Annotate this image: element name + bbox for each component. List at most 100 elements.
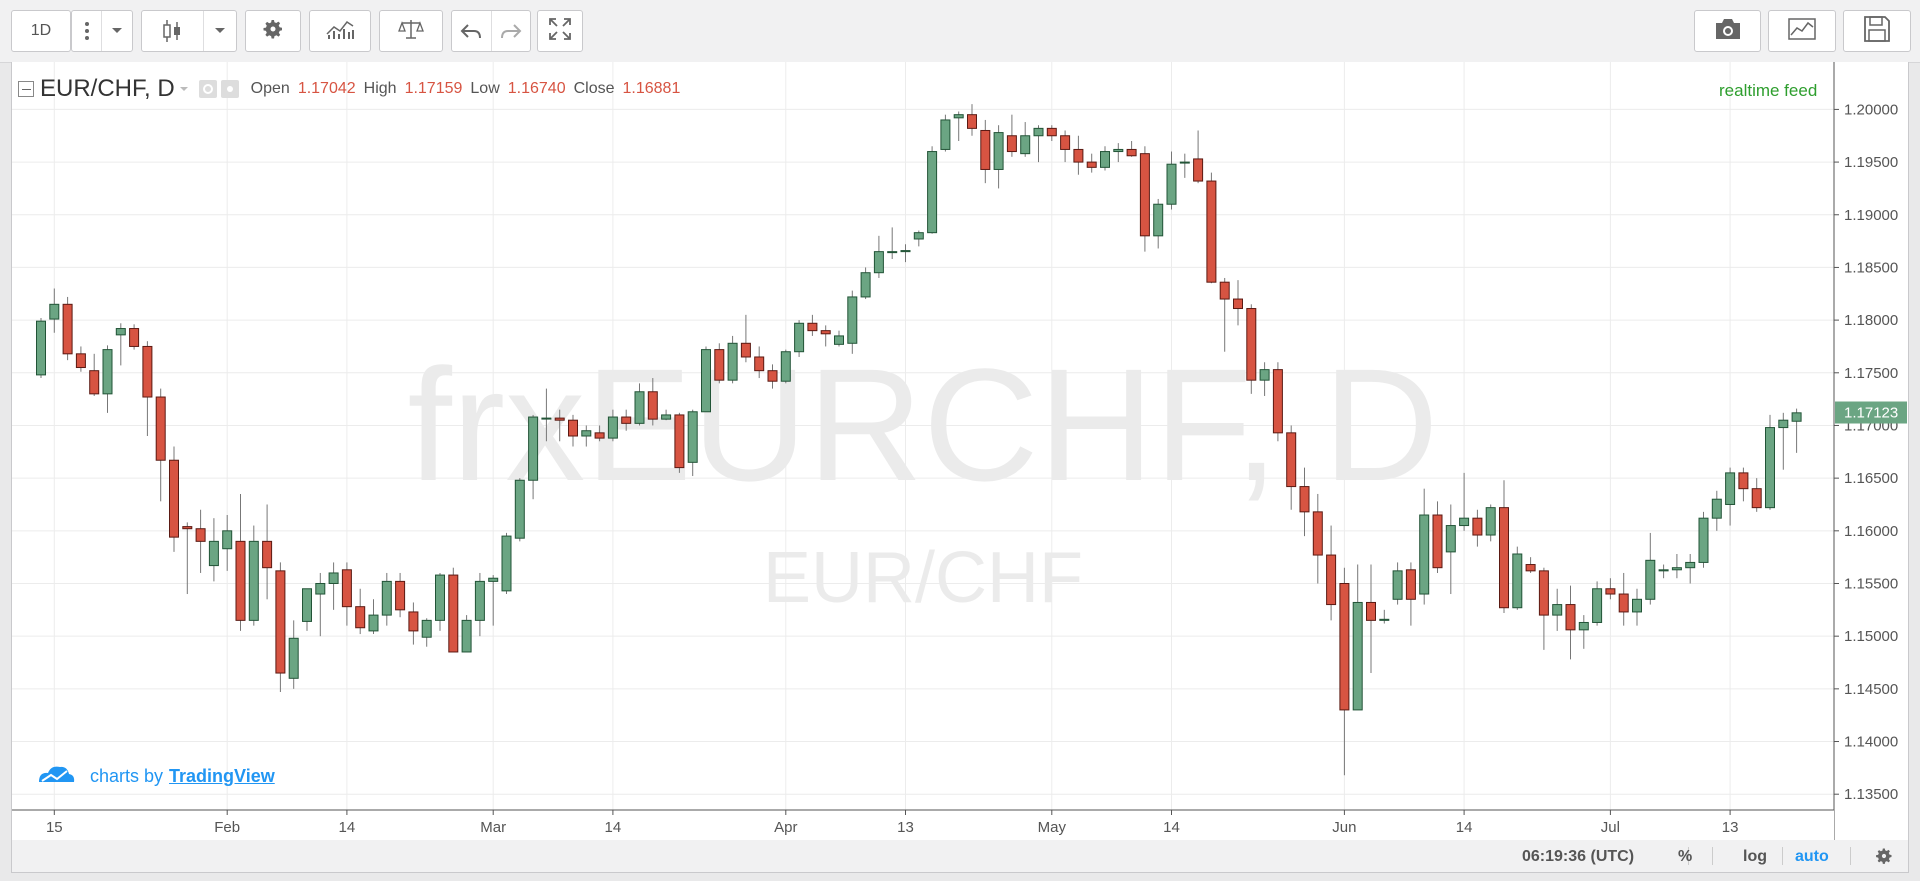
candle[interactable] [647, 378, 658, 426]
candle[interactable] [1299, 467, 1310, 537]
candle[interactable] [847, 290, 858, 354]
candle[interactable] [860, 267, 871, 300]
candle[interactable] [368, 599, 379, 635]
gear-icon[interactable] [220, 80, 239, 98]
candle[interactable] [634, 383, 645, 426]
candle[interactable] [1312, 493, 1323, 584]
candle[interactable] [262, 504, 273, 600]
candle[interactable] [1272, 362, 1283, 442]
candle[interactable] [36, 318, 46, 379]
candle[interactable] [1193, 130, 1204, 184]
chart-style-menu[interactable] [141, 10, 237, 52]
candle[interactable] [1179, 153, 1190, 178]
candle[interactable] [248, 525, 259, 626]
candle[interactable] [182, 522, 193, 595]
candle[interactable] [1738, 467, 1749, 502]
price-axis-bg[interactable] [1834, 62, 1908, 840]
candle[interactable] [913, 230, 924, 247]
snapshot-button[interactable] [1694, 10, 1761, 52]
candle[interactable] [887, 227, 898, 260]
candle[interactable] [235, 493, 246, 631]
candle[interactable] [1073, 135, 1084, 175]
candlestick-icon[interactable] [142, 11, 203, 51]
candle[interactable] [62, 296, 73, 361]
candle[interactable] [740, 314, 751, 363]
candle[interactable] [1578, 615, 1589, 649]
chevron-down-icon[interactable] [101, 11, 132, 51]
candle[interactable] [1379, 609, 1390, 624]
candle[interactable] [1405, 562, 1416, 626]
tradingview-link[interactable]: TradingView [169, 766, 275, 786]
candle[interactable] [102, 345, 113, 413]
candle[interactable] [1139, 146, 1150, 252]
candle[interactable] [1366, 564, 1376, 674]
candle[interactable] [1565, 585, 1576, 660]
candle[interactable] [1725, 467, 1736, 526]
candle[interactable] [1166, 151, 1177, 210]
candle[interactable] [701, 346, 711, 413]
candle[interactable] [1525, 557, 1536, 573]
candle[interactable] [1685, 553, 1696, 584]
candle[interactable] [1765, 414, 1775, 510]
chart-template-button[interactable] [1768, 10, 1836, 52]
candle[interactable] [1060, 130, 1071, 163]
candle[interactable] [980, 119, 991, 184]
candle[interactable] [315, 572, 326, 637]
candle[interactable] [900, 244, 911, 263]
candle[interactable] [714, 343, 725, 384]
candle[interactable] [1326, 525, 1337, 621]
candle[interactable] [807, 314, 818, 336]
interval-menu[interactable] [71, 10, 133, 52]
candle[interactable] [661, 409, 672, 421]
candle[interactable] [780, 349, 791, 384]
candle[interactable] [461, 615, 472, 653]
candle[interactable] [1392, 562, 1403, 605]
candle[interactable] [488, 575, 499, 626]
candle[interactable] [448, 567, 459, 653]
candle[interactable] [501, 532, 512, 595]
candle[interactable] [1485, 504, 1496, 542]
candle[interactable] [1605, 578, 1616, 600]
candle[interactable] [568, 414, 578, 447]
candle[interactable] [1658, 564, 1669, 579]
candle[interactable] [155, 388, 166, 502]
candle[interactable] [1113, 143, 1124, 163]
candle[interactable] [528, 414, 539, 500]
candle[interactable] [169, 446, 179, 552]
candle[interactable] [594, 425, 605, 442]
indicators-button[interactable] [309, 10, 371, 52]
candle[interactable] [381, 572, 392, 626]
candle[interactable] [1645, 532, 1656, 605]
candle[interactable] [195, 509, 206, 573]
candle[interactable] [674, 412, 685, 473]
candle[interactable] [1499, 480, 1509, 613]
candle[interactable] [1352, 564, 1363, 711]
chevron-down-icon[interactable] [202, 11, 236, 51]
candle[interactable] [435, 572, 445, 631]
candle[interactable] [1020, 122, 1031, 157]
candle[interactable] [1671, 553, 1682, 579]
candle[interactable] [341, 562, 352, 626]
settings-button[interactable] [245, 10, 301, 52]
candle[interactable] [1286, 425, 1297, 510]
candle[interactable] [1778, 412, 1789, 470]
symbol-title[interactable]: EUR/CHF, D [40, 75, 175, 102]
candle[interactable] [208, 518, 219, 582]
chevron-down-icon[interactable] [179, 80, 189, 98]
auto-scale-toggle[interactable]: auto [1795, 848, 1829, 865]
candle[interactable] [89, 353, 100, 396]
candle[interactable] [129, 324, 140, 350]
candle[interactable] [408, 602, 419, 645]
candle[interactable] [1419, 488, 1430, 605]
candle[interactable] [754, 346, 765, 379]
candle[interactable] [1445, 504, 1456, 595]
percent-scale-toggle[interactable]: % [1678, 848, 1693, 865]
time-axis-bg[interactable] [12, 810, 1834, 840]
candle[interactable] [275, 562, 286, 693]
candle[interactable] [554, 409, 565, 442]
candle[interactable] [328, 562, 339, 610]
candle[interactable] [993, 125, 1004, 189]
candle[interactable] [302, 588, 312, 631]
eye-icon[interactable] [198, 80, 217, 98]
candle[interactable] [142, 341, 153, 436]
